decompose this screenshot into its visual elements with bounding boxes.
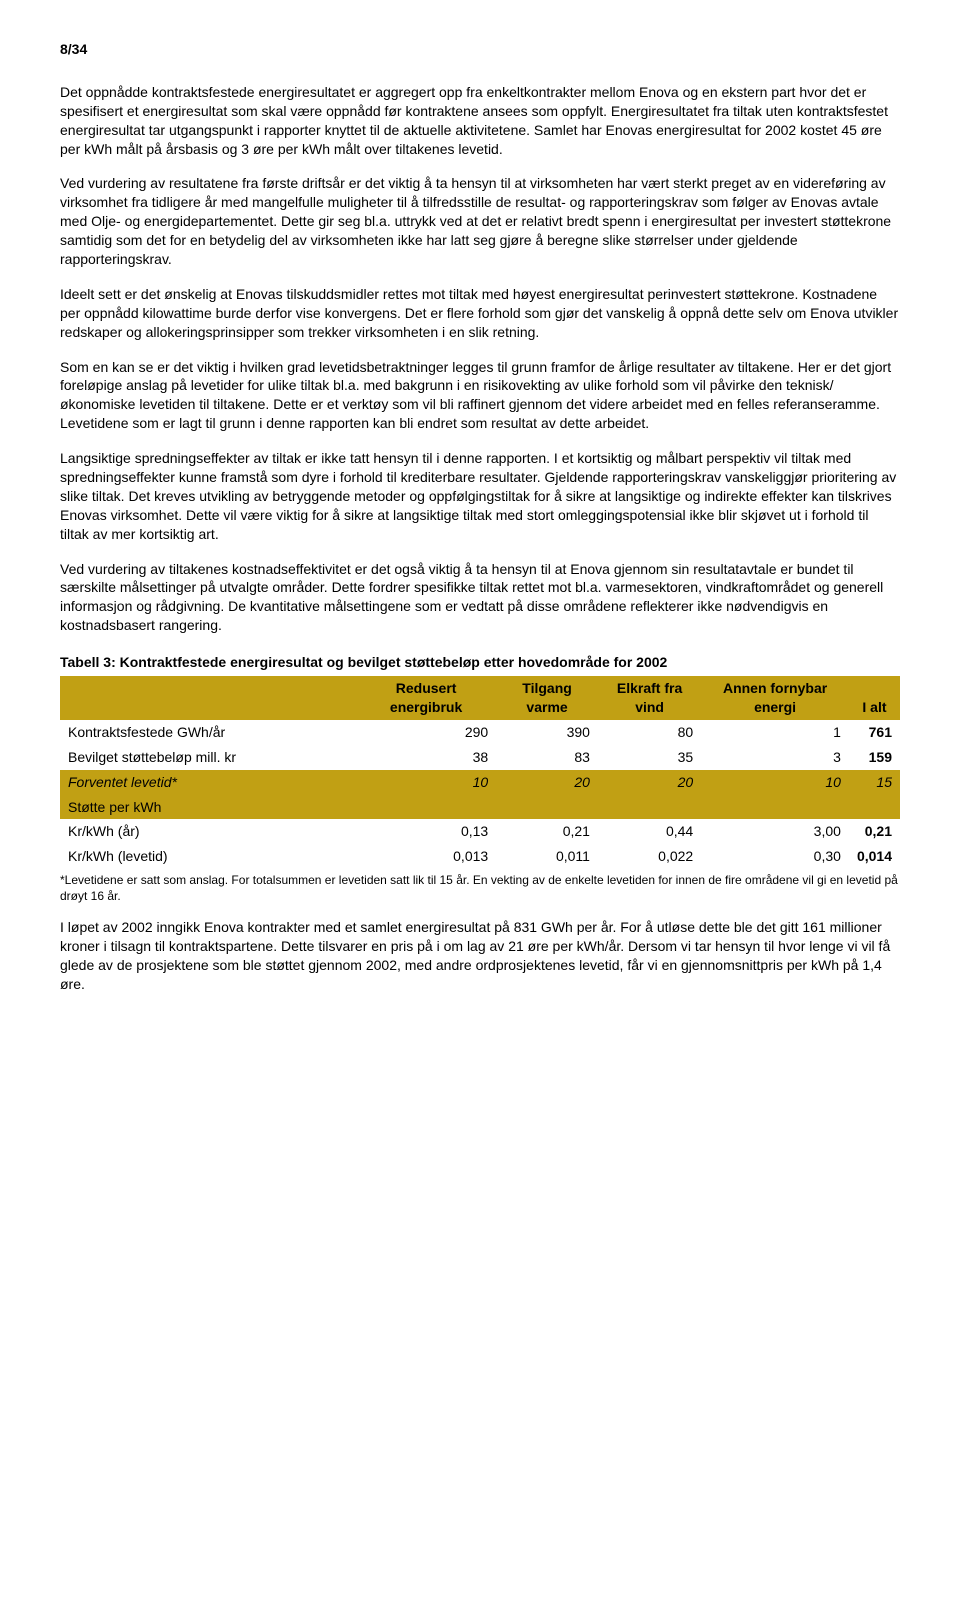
cell: 0,30: [701, 844, 849, 869]
cell: 0,011: [496, 844, 598, 869]
cell: 1: [701, 720, 849, 745]
cell: [701, 795, 849, 820]
table-row: Støtte per kWh: [60, 795, 900, 820]
cell: [356, 795, 496, 820]
cell: 10: [701, 770, 849, 795]
cell: 20: [496, 770, 598, 795]
cell: 0,013: [356, 844, 496, 869]
cell: 20: [598, 770, 701, 795]
cell: 0,014: [849, 844, 900, 869]
row-label: Bevilget støttebeløp mill. kr: [60, 745, 356, 770]
paragraph-4: Som en kan se er det viktig i hvilken gr…: [60, 358, 900, 434]
table-row: Forventet levetid*1020201015: [60, 770, 900, 795]
col-header-0: [60, 676, 356, 720]
paragraph-2: Ved vurdering av resultatene fra første …: [60, 174, 900, 268]
col-header-3: Elkraft fra vind: [598, 676, 701, 720]
cell: 38: [356, 745, 496, 770]
cell: 0,21: [496, 819, 598, 844]
row-label: Kontraktsfestede GWh/år: [60, 720, 356, 745]
row-label: Støtte per kWh: [60, 795, 356, 820]
cell: 159: [849, 745, 900, 770]
cell: [496, 795, 598, 820]
table-title: Tabell 3: Kontraktfestede energiresultat…: [60, 653, 900, 672]
cell: [598, 795, 701, 820]
cell: 15: [849, 770, 900, 795]
cell: 35: [598, 745, 701, 770]
paragraph-7: I løpet av 2002 inngikk Enova kontrakter…: [60, 918, 900, 994]
cell: 3,00: [701, 819, 849, 844]
paragraph-6: Ved vurdering av tiltakenes kostnadseffe…: [60, 560, 900, 636]
table-row: Kr/kWh (levetid)0,0130,0110,0220,300,014: [60, 844, 900, 869]
col-header-5: I alt: [849, 676, 900, 720]
paragraph-1: Det oppnådde kontraktsfestede energiresu…: [60, 83, 900, 159]
page-number: 8/34: [60, 40, 900, 59]
row-label: Kr/kWh (år): [60, 819, 356, 844]
results-table: Redusert energibruk Tilgang varme Elkraf…: [60, 676, 900, 869]
table-footnote: *Levetidene er satt som anslag. For tota…: [60, 873, 900, 904]
cell: 83: [496, 745, 598, 770]
table-header-row: Redusert energibruk Tilgang varme Elkraf…: [60, 676, 900, 720]
table-row: Kontraktsfestede GWh/år290390801761: [60, 720, 900, 745]
table-row: Kr/kWh (år)0,130,210,443,000,21: [60, 819, 900, 844]
cell: 761: [849, 720, 900, 745]
cell: 80: [598, 720, 701, 745]
col-header-1: Redusert energibruk: [356, 676, 496, 720]
col-header-2: Tilgang varme: [496, 676, 598, 720]
cell: [849, 795, 900, 820]
row-label: Forventet levetid*: [60, 770, 356, 795]
row-label: Kr/kWh (levetid): [60, 844, 356, 869]
cell: 390: [496, 720, 598, 745]
cell: 0,44: [598, 819, 701, 844]
cell: 290: [356, 720, 496, 745]
cell: 0,21: [849, 819, 900, 844]
col-header-4: Annen fornybar energi: [701, 676, 849, 720]
cell: 0,022: [598, 844, 701, 869]
cell: 3: [701, 745, 849, 770]
cell: 0,13: [356, 819, 496, 844]
table-row: Bevilget støttebeløp mill. kr3883353159: [60, 745, 900, 770]
paragraph-5: Langsiktige spredningseffekter av tiltak…: [60, 449, 900, 543]
cell: 10: [356, 770, 496, 795]
paragraph-3: Ideelt sett er det ønskelig at Enovas ti…: [60, 285, 900, 342]
